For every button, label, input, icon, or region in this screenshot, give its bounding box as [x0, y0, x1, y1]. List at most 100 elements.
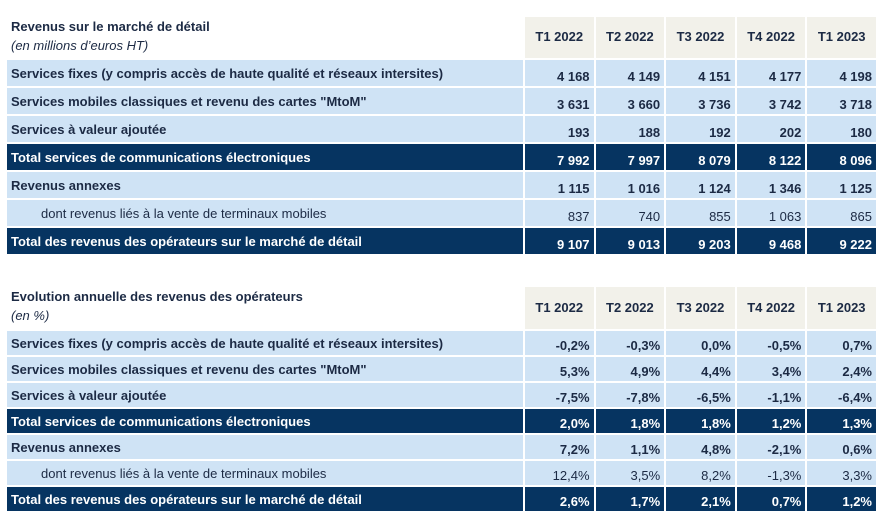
table-row: Revenus annexes 7,2% 1,1% 4,8% -2,1% 0,6% — [7, 435, 876, 459]
cell-value: 4,9% — [595, 357, 665, 381]
row-label: dont revenus liés à la vente de terminau… — [7, 461, 523, 485]
cell-value: 1 124 — [666, 172, 735, 198]
cell-value: 3,3% — [807, 461, 876, 485]
cell-value: 4 177 — [736, 60, 806, 86]
cell-value: 3,4% — [736, 357, 806, 381]
cell-value: -1,1% — [736, 383, 806, 407]
cell-value: 1 346 — [736, 172, 806, 198]
cell-value: 4 198 — [807, 60, 876, 86]
cell-value: 2,1% — [666, 487, 735, 511]
header-row: Evolution annuelle des revenus des opéra… — [7, 287, 876, 329]
table-heading: Revenus sur le marché de détail (en milli… — [7, 17, 523, 58]
cell-value: -0,2% — [524, 331, 594, 355]
cell-value: 4,4% — [666, 357, 735, 381]
cell-value: -7,5% — [524, 383, 594, 407]
cell-value: 3 631 — [524, 88, 594, 114]
total-row: Total services de communications électro… — [7, 409, 876, 433]
table-row: Services mobiles classiques et revenu de… — [7, 88, 876, 114]
cell-value: 1,2% — [736, 409, 806, 433]
cell-value: 1 115 — [524, 172, 594, 198]
cell-value: -6,4% — [807, 383, 876, 407]
cell-value: 180 — [807, 116, 876, 142]
header-row: Revenus sur le marché de détail (en milli… — [7, 17, 876, 58]
cell-value: 7 992 — [524, 144, 594, 170]
column-header: T1 2023 — [807, 287, 876, 329]
cell-value: 9 468 — [736, 228, 806, 254]
cell-value: 0,6% — [807, 435, 876, 459]
column-header: T1 2022 — [524, 17, 594, 58]
retail-revenue-table: Revenus sur le marché de détail (en milli… — [5, 15, 878, 256]
table-row: dont revenus liés à la vente de terminau… — [7, 461, 876, 485]
cell-value: 855 — [666, 200, 735, 226]
cell-value: 2,0% — [524, 409, 594, 433]
column-header: T2 2022 — [595, 17, 665, 58]
cell-value: 9 222 — [807, 228, 876, 254]
cell-value: 865 — [807, 200, 876, 226]
cell-value: 8 122 — [736, 144, 806, 170]
cell-value: 4 149 — [595, 60, 665, 86]
cell-value: 192 — [666, 116, 735, 142]
cell-value: 3 718 — [807, 88, 876, 114]
row-label: Total des revenus des opérateurs sur le … — [7, 487, 523, 511]
cell-value: -0,5% — [736, 331, 806, 355]
total-row: Total des revenus des opérateurs sur le … — [7, 228, 876, 254]
cell-value: 9 107 — [524, 228, 594, 254]
cell-value: -2,1% — [736, 435, 806, 459]
cell-value: 2,4% — [807, 357, 876, 381]
cell-value: 193 — [524, 116, 594, 142]
cell-value: 2,6% — [524, 487, 594, 511]
cell-value: 1 063 — [736, 200, 806, 226]
cell-value: 0,7% — [736, 487, 806, 511]
table-row: dont revenus liés à la vente de terminau… — [7, 200, 876, 226]
cell-value: 3 736 — [666, 88, 735, 114]
table-unit: (en %) — [11, 308, 50, 323]
cell-value: 4,8% — [666, 435, 735, 459]
row-label: Services mobiles classiques et revenu de… — [7, 357, 523, 381]
cell-value: -7,8% — [595, 383, 665, 407]
total-row: Total des revenus des opérateurs sur le … — [7, 487, 876, 511]
cell-value: 3 660 — [595, 88, 665, 114]
cell-value: 837 — [524, 200, 594, 226]
row-label: Total services de communications électro… — [7, 409, 523, 433]
cell-value: -1,3% — [736, 461, 806, 485]
row-label: dont revenus liés à la vente de terminau… — [7, 200, 523, 226]
table-row: Services mobiles classiques et revenu de… — [7, 357, 876, 381]
table-row: Services fixes (y compris accès de haute… — [7, 331, 876, 355]
row-label: Total des revenus des opérateurs sur le … — [7, 228, 523, 254]
column-header: T4 2022 — [736, 287, 806, 329]
cell-value: 0,0% — [666, 331, 735, 355]
cell-value: 1,7% — [595, 487, 665, 511]
table-unit: (en millions d’euros HT) — [11, 38, 149, 53]
table-title: Revenus sur le marché de détail — [11, 19, 210, 34]
row-label: Revenus annexes — [7, 172, 523, 198]
column-header: T3 2022 — [666, 287, 735, 329]
column-header: T2 2022 — [595, 287, 665, 329]
cell-value: 4 168 — [524, 60, 594, 86]
cell-value: 3,5% — [595, 461, 665, 485]
column-header: T4 2022 — [736, 17, 806, 58]
table-heading: Evolution annuelle des revenus des opéra… — [7, 287, 523, 329]
table-row: Services fixes (y compris accès de haute… — [7, 60, 876, 86]
row-label: Services fixes (y compris accès de haute… — [7, 331, 523, 355]
cell-value: 1,8% — [666, 409, 735, 433]
cell-value: 7 997 — [595, 144, 665, 170]
total-row: Total services de communications électro… — [7, 144, 876, 170]
cell-value: 0,7% — [807, 331, 876, 355]
cell-value: 1,2% — [807, 487, 876, 511]
cell-value: 1 016 — [595, 172, 665, 198]
column-header: T1 2022 — [524, 287, 594, 329]
cell-value: 3 742 — [736, 88, 806, 114]
row-label: Total services de communications électro… — [7, 144, 523, 170]
cell-value: -6,5% — [666, 383, 735, 407]
cell-value: 1,1% — [595, 435, 665, 459]
cell-value: 8 079 — [666, 144, 735, 170]
cell-value: -0,3% — [595, 331, 665, 355]
cell-value: 12,4% — [524, 461, 594, 485]
row-label: Services à valeur ajoutée — [7, 383, 523, 407]
column-header: T3 2022 — [666, 17, 735, 58]
cell-value: 1,3% — [807, 409, 876, 433]
cell-value: 5,3% — [524, 357, 594, 381]
cell-value: 4 151 — [666, 60, 735, 86]
cell-value: 1,8% — [595, 409, 665, 433]
annual-growth-table: Evolution annuelle des revenus des opéra… — [5, 285, 878, 513]
